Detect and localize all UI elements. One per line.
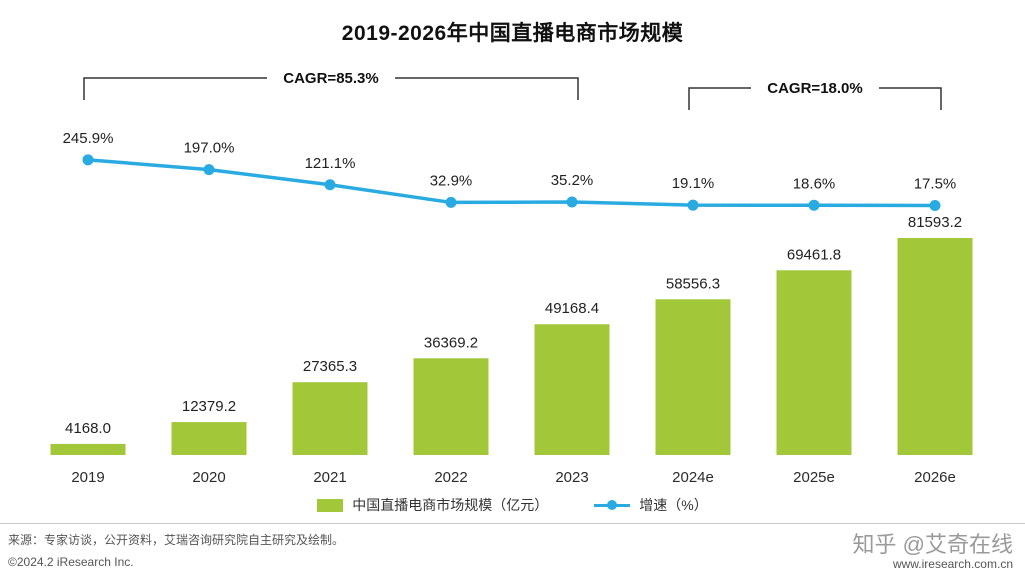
line-point	[929, 200, 941, 211]
bar	[655, 299, 731, 455]
cagr-label: CAGR=85.3%	[283, 70, 378, 87]
line-point	[687, 199, 699, 211]
line-point	[203, 164, 215, 176]
cagr-bracket	[83, 77, 579, 100]
line-legend-swatch	[594, 500, 631, 510]
legend: 中国直播电商市场规模（亿元） 增速（%）	[0, 495, 1025, 515]
line-legend-label: 增速（%）	[639, 497, 708, 513]
bar-legend-swatch	[317, 498, 344, 512]
line-value-label: 35.2%	[551, 172, 594, 189]
line-point	[324, 179, 336, 191]
x-axis-label: 2020	[192, 469, 225, 486]
website-url: www.iresearch.com.cn	[892, 557, 1013, 571]
x-axis-label: 2023	[555, 469, 588, 486]
line-point	[566, 196, 578, 208]
bar-value-label: 27365.3	[303, 358, 357, 375]
source-note: 来源：专家访谈，公开资料，艾瑞咨询研究院自主研究及绘制。	[8, 533, 345, 547]
footer-divider	[0, 523, 1025, 524]
line-value-label: 18.6%	[793, 175, 836, 192]
bar-value-label: 58556.3	[666, 275, 720, 292]
bar-value-label: 81593.2	[908, 214, 962, 231]
x-axis-label: 2026e	[914, 469, 956, 486]
bar-value-label: 69461.8	[787, 246, 841, 263]
watermark-text: 知乎 @艾奇在线	[852, 532, 1013, 557]
bar	[292, 382, 368, 455]
line-value-label: 17.5%	[914, 176, 957, 193]
line-legend-dot	[607, 500, 618, 510]
bar	[413, 358, 489, 455]
bar-value-label: 49168.4	[545, 300, 599, 317]
x-axis-label: 2021	[313, 469, 346, 486]
x-axis-label: 2025e	[793, 469, 835, 486]
line-value-label: 19.1%	[672, 175, 715, 192]
line-point	[808, 199, 820, 211]
cagr-label: CAGR=18.0%	[767, 80, 862, 97]
combo-chart: 4168.0 12379.2 27365.3 36369.2 49168.4 58556.…	[50, 70, 973, 486]
bar-legend-label: 中国直播电商市场规模（亿元）	[352, 497, 549, 513]
line-point	[445, 196, 457, 208]
bar-value-label: 4168.0	[65, 420, 111, 437]
bar	[897, 238, 973, 455]
line-value-label: 197.0%	[184, 140, 235, 157]
line-value-label: 32.9%	[430, 172, 473, 189]
bar	[171, 422, 247, 455]
bar	[534, 324, 610, 455]
growth-line	[87, 158, 936, 208]
legend-item-market-size: 中国直播电商市场规模（亿元）	[317, 495, 548, 515]
line-point	[82, 154, 94, 166]
chart-title: 2019-2026年中国直播电商市场规模	[341, 22, 684, 45]
x-axis-label: 2024e	[672, 469, 714, 486]
cagr-bracket	[688, 87, 942, 110]
bar	[50, 443, 126, 455]
legend-item-growth-rate: 增速（%）	[594, 495, 708, 515]
copyright-note: ©2024.2 iResearch Inc.	[8, 555, 134, 569]
bar-value-label: 36369.2	[424, 334, 478, 351]
line-value-label: 121.1%	[305, 155, 356, 172]
x-axis-label: 2022	[434, 469, 467, 486]
x-axis-label: 2019	[71, 469, 104, 486]
line-value-label: 245.9%	[63, 130, 114, 147]
bar	[776, 270, 852, 455]
bar-value-label: 12379.2	[182, 398, 236, 415]
